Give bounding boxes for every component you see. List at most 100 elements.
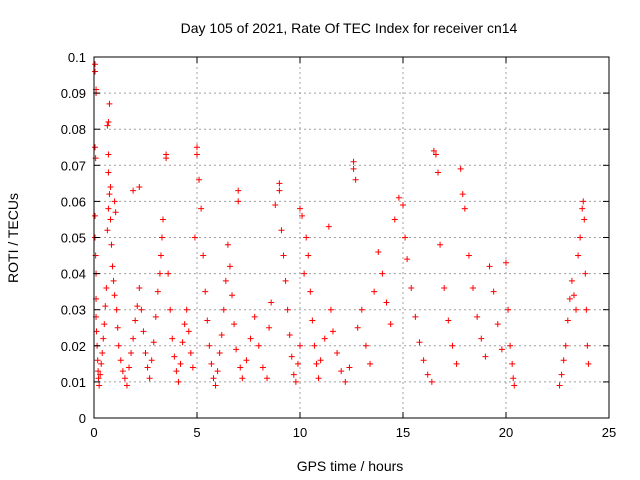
data-point [102, 303, 109, 310]
data-point [237, 364, 244, 371]
data-point [163, 155, 170, 162]
data-point [494, 321, 501, 328]
data-point [130, 335, 137, 342]
data-point [181, 321, 188, 328]
data-point [503, 259, 509, 266]
data-point [470, 285, 477, 292]
axis-ticks: 0 0.01 0.02 0.03 0.04 0.05 0.06 0.07 0.08 0.09 0.1… [61, 50, 617, 440]
data-point [350, 158, 357, 165]
data-point [264, 375, 271, 382]
data-point [317, 357, 324, 364]
data-point [449, 342, 456, 349]
data-point [437, 241, 444, 248]
data-point [583, 306, 590, 313]
data-point [432, 151, 439, 158]
data-point [191, 234, 198, 241]
data-point [146, 375, 153, 382]
data-point [235, 187, 242, 194]
data-point [490, 288, 497, 295]
data-point [325, 223, 332, 230]
data-point [138, 306, 145, 313]
data-point [95, 375, 102, 382]
y-axis-label: ROTI / TECUs [5, 193, 21, 283]
data-point [100, 335, 107, 342]
data-point [204, 317, 211, 324]
data-point [579, 205, 586, 212]
data-point [566, 295, 573, 302]
data-point [167, 306, 174, 313]
data-point [218, 331, 225, 338]
data-point [92, 61, 99, 68]
data-point [412, 313, 419, 320]
data-point [109, 263, 116, 270]
data-point [428, 378, 435, 385]
data-point [581, 216, 588, 223]
data-point [158, 234, 165, 241]
data-point [92, 212, 99, 219]
data-point [173, 368, 180, 375]
y-tick-label: 0.01 [61, 375, 86, 390]
x-tick-label: 20 [499, 425, 513, 440]
data-point [288, 353, 295, 360]
data-point [577, 234, 584, 241]
data-point [113, 306, 120, 313]
data-point [179, 339, 186, 346]
data-point [280, 252, 287, 259]
data-point [243, 357, 250, 364]
data-point [255, 342, 262, 349]
data-point [144, 364, 151, 371]
data-point [117, 357, 124, 364]
data-point [112, 209, 119, 216]
data-point [568, 277, 575, 284]
data-point [311, 342, 318, 349]
data-point [142, 350, 149, 357]
data-points [92, 61, 592, 389]
data-point [111, 292, 118, 299]
data-point [346, 364, 353, 371]
x-tick-label: 15 [396, 425, 410, 440]
data-point [402, 234, 409, 241]
data-point [362, 342, 369, 349]
data-point [206, 342, 213, 349]
data-point [115, 342, 122, 349]
data-point [408, 285, 415, 292]
plot-frame [93, 56, 610, 419]
y-tick-label: 0.02 [61, 339, 86, 354]
data-point [96, 382, 103, 389]
data-point [562, 342, 569, 349]
data-point [210, 375, 217, 382]
data-point [152, 313, 159, 320]
data-point [352, 176, 359, 183]
data-point [156, 270, 163, 277]
data-point [327, 306, 334, 313]
data-point [198, 205, 205, 212]
data-point [154, 288, 161, 295]
data-point [101, 321, 108, 328]
data-point [247, 335, 254, 342]
data-point [251, 313, 258, 320]
data-point [453, 360, 460, 367]
data-point [97, 371, 104, 378]
data-point [268, 299, 275, 306]
data-point [92, 144, 99, 151]
data-point [194, 151, 200, 158]
data-point [183, 306, 190, 313]
chart-title: Day 105 of 2021, Rate Of TEC Index for r… [181, 20, 518, 36]
data-point [560, 357, 567, 364]
data-point [222, 277, 229, 284]
data-point [400, 202, 406, 209]
data-point [214, 368, 221, 375]
data-point [130, 187, 137, 194]
y-tick-label: 0.04 [61, 267, 86, 282]
data-point [272, 202, 279, 209]
data-point [94, 357, 101, 364]
data-point [239, 375, 246, 382]
data-point [367, 360, 374, 367]
data-point [290, 371, 297, 378]
data-point [301, 270, 308, 277]
data-point [134, 303, 141, 310]
data-point [424, 371, 431, 378]
data-point [474, 313, 481, 320]
data-point [510, 375, 517, 382]
